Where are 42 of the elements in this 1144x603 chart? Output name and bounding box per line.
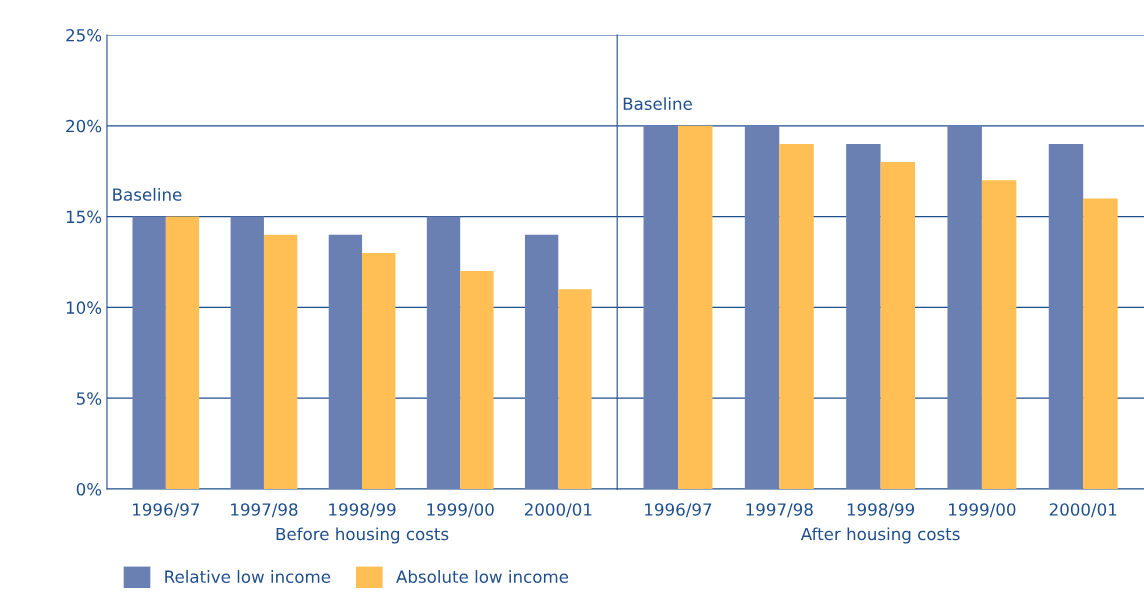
bar: [643, 125, 678, 490]
x-tick-label: 1999/00: [949, 503, 1016, 518]
y-tick-label: 10%: [66, 301, 102, 314]
x-tick-label: 1999/00: [427, 503, 494, 518]
bar: [165, 216, 200, 490]
bar: [362, 252, 396, 490]
legend-label: Absolute low income: [396, 570, 569, 583]
bar: [524, 234, 559, 490]
x-tick-label: 2000/01: [524, 503, 592, 518]
bar: [558, 289, 592, 490]
bar: [981, 180, 1017, 490]
bar: [779, 143, 814, 490]
bar: [846, 143, 881, 490]
x-tick-label: 1997/98: [746, 503, 813, 518]
bar: [880, 162, 916, 490]
annotation: Baseline: [113, 187, 182, 201]
legend-label: Relative low income: [165, 570, 331, 583]
bar: [263, 234, 298, 490]
x-tick-label: 1996/97: [133, 503, 200, 518]
x-tick-label: 1997/98: [231, 503, 298, 518]
x-tick-label: 2000/01: [1049, 503, 1117, 518]
x-axis-title: Before housing costs: [276, 527, 449, 544]
x-axis-title: After housing costs: [800, 527, 960, 544]
y-tick-label: 25%: [66, 28, 102, 42]
bar: [947, 125, 982, 490]
bar: [744, 125, 780, 490]
bar: [1083, 198, 1118, 490]
bar: [132, 216, 166, 490]
y-tick-label: 0%: [76, 483, 102, 496]
bar: [328, 234, 363, 490]
bar: [230, 216, 264, 490]
bar: [677, 125, 713, 490]
annotation: Baseline: [623, 97, 692, 111]
bar: [426, 216, 461, 490]
x-tick-label: 1998/99: [329, 503, 396, 518]
bar: [460, 271, 494, 490]
x-tick-label: 1996/97: [645, 503, 712, 518]
y-tick-label: 15%: [66, 210, 102, 224]
y-tick-label: 20%: [66, 119, 102, 133]
x-tick-label: 1998/99: [847, 503, 915, 518]
y-tick-label: 5%: [76, 392, 102, 405]
bar: [1048, 143, 1084, 490]
